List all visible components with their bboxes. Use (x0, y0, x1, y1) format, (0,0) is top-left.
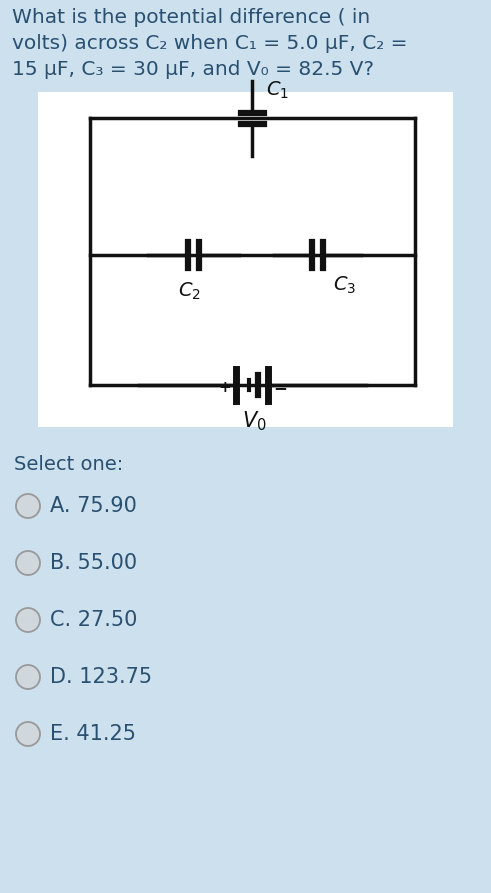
Text: +: + (218, 380, 231, 396)
Text: $C_3$: $C_3$ (333, 275, 356, 296)
Text: C. 27.50: C. 27.50 (50, 610, 137, 630)
Text: $C_2$: $C_2$ (178, 281, 200, 303)
Text: $C_1$: $C_1$ (267, 79, 290, 101)
Text: What is the potential difference ( in: What is the potential difference ( in (12, 8, 370, 27)
Circle shape (16, 722, 40, 746)
Text: E. 41.25: E. 41.25 (50, 724, 136, 744)
Bar (38, 92, 453, 427)
Text: B. 55.00: B. 55.00 (50, 553, 137, 573)
Circle shape (16, 608, 40, 632)
Circle shape (16, 494, 40, 518)
Text: −: − (273, 379, 287, 397)
Text: Select one:: Select one: (14, 455, 123, 474)
Text: 15 μF, C₃ = 30 μF, and V₀ = 82.5 V?: 15 μF, C₃ = 30 μF, and V₀ = 82.5 V? (12, 60, 374, 79)
Text: volts) across C₂ when C₁ = 5.0 μF, C₂ =: volts) across C₂ when C₁ = 5.0 μF, C₂ = (12, 34, 408, 53)
Circle shape (16, 551, 40, 575)
Circle shape (16, 665, 40, 689)
Text: $V_0$: $V_0$ (242, 409, 267, 432)
Text: D. 123.75: D. 123.75 (50, 667, 152, 687)
Text: A. 75.90: A. 75.90 (50, 496, 137, 516)
